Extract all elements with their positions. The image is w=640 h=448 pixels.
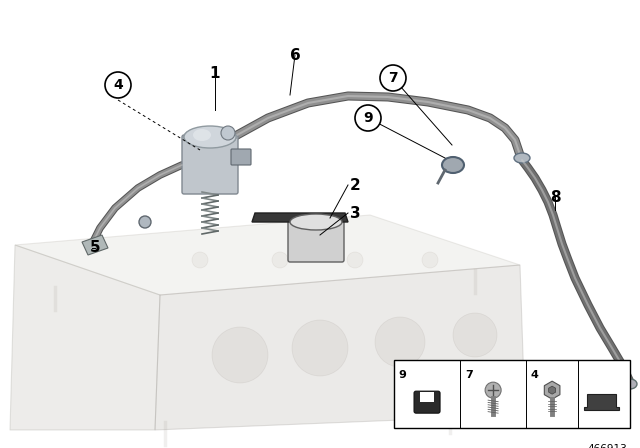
Ellipse shape: [623, 379, 637, 389]
Circle shape: [453, 313, 497, 357]
Circle shape: [272, 252, 288, 268]
Polygon shape: [252, 213, 348, 222]
Circle shape: [105, 72, 131, 98]
Polygon shape: [584, 394, 619, 410]
Circle shape: [355, 105, 381, 131]
Ellipse shape: [184, 127, 236, 147]
Text: 8: 8: [550, 190, 560, 204]
Text: 4: 4: [531, 370, 539, 380]
FancyBboxPatch shape: [414, 391, 440, 413]
Circle shape: [485, 382, 501, 398]
Text: 9: 9: [363, 111, 373, 125]
Text: 466913: 466913: [588, 444, 627, 448]
Text: 6: 6: [290, 47, 300, 63]
Circle shape: [139, 216, 151, 228]
FancyBboxPatch shape: [182, 135, 238, 194]
Circle shape: [192, 252, 208, 268]
FancyBboxPatch shape: [231, 149, 251, 165]
Polygon shape: [548, 386, 556, 394]
Circle shape: [380, 65, 406, 91]
Text: 2: 2: [349, 177, 360, 193]
Circle shape: [212, 327, 268, 383]
Text: 7: 7: [388, 71, 398, 85]
FancyBboxPatch shape: [288, 220, 344, 262]
Text: 4: 4: [113, 78, 123, 92]
Ellipse shape: [193, 129, 211, 141]
Polygon shape: [545, 381, 560, 399]
Text: 7: 7: [465, 370, 472, 380]
Polygon shape: [15, 215, 520, 295]
Polygon shape: [10, 245, 160, 430]
Ellipse shape: [442, 157, 464, 173]
Ellipse shape: [184, 126, 236, 148]
Polygon shape: [82, 235, 108, 255]
Text: 5: 5: [90, 241, 100, 255]
Circle shape: [221, 126, 235, 140]
Ellipse shape: [514, 153, 530, 163]
FancyBboxPatch shape: [420, 392, 434, 402]
Polygon shape: [155, 265, 525, 430]
Text: 1: 1: [210, 65, 220, 81]
Circle shape: [292, 320, 348, 376]
Text: 3: 3: [349, 206, 360, 220]
Circle shape: [347, 252, 363, 268]
Circle shape: [375, 317, 425, 367]
Circle shape: [422, 252, 438, 268]
Text: 9: 9: [399, 370, 406, 380]
Ellipse shape: [290, 214, 342, 230]
FancyBboxPatch shape: [394, 360, 630, 428]
